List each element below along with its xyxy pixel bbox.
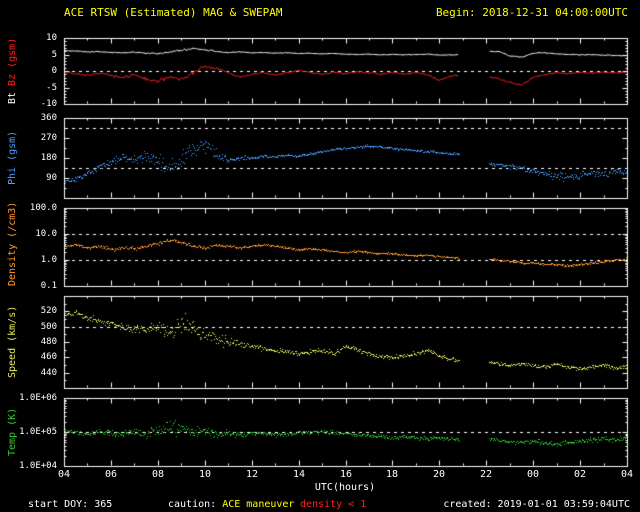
x-tick-label: 20 [432, 469, 446, 480]
y-tick-label: 480 [40, 337, 57, 347]
footer-start-doy: start DOY: 365 [28, 499, 113, 510]
y-tick-label: 1.0E+04 [19, 461, 57, 471]
y-tick-label: 270 [40, 133, 57, 143]
ylabel-density: Density (/cm3) [7, 202, 19, 286]
x-tick-label: 06 [104, 469, 118, 480]
x-tick-label: 04 [57, 469, 71, 480]
y-tick-label: 520 [40, 306, 57, 316]
footer-created: created: 2019-01-01 03:59:04UTC [443, 499, 630, 510]
y-tick-label: 5 [51, 50, 57, 60]
y-tick-label: 0 [51, 66, 57, 76]
footer-density-flag: density < 1 [300, 499, 367, 510]
y-tick-label: -5 [46, 83, 57, 93]
x-tick-label: 22 [479, 469, 493, 480]
y-tick-label: 100.0 [29, 203, 57, 213]
y-tick-label: -10 [40, 99, 57, 109]
y-tick-label: 460 [40, 352, 57, 362]
x-tick-label: 14 [292, 469, 306, 480]
y-tick-label: 1.0E+05 [19, 427, 57, 437]
x-tick-label: 16 [339, 469, 353, 480]
footer-caution-value: ACE maneuver [222, 499, 295, 510]
y-tick-label: 90 [46, 173, 57, 183]
y-tick-label: 1.0 [40, 255, 57, 265]
x-tick-label: 12 [245, 469, 259, 480]
footer-caution: caution: ACE maneuver [168, 499, 294, 511]
y-tick-label: 180 [40, 153, 57, 163]
ylabel-part: (K) [7, 407, 18, 426]
y-tick-label: 10 [46, 33, 57, 43]
x-tick-label: 10 [198, 469, 212, 480]
x-tick-label: 02 [573, 469, 587, 480]
x-tick-label: 18 [385, 469, 399, 480]
y-tick-label: 440 [40, 368, 57, 378]
x-axis-title: UTC(hours) [314, 482, 376, 493]
y-tick-label: 10.0 [35, 229, 57, 239]
y-tick-label: 1.0E+06 [19, 393, 57, 403]
begin-timestamp: Begin: 2018-12-31 04:00:00UTC [435, 6, 628, 19]
y-tick-label: 500 [40, 322, 57, 332]
y-tick-label: 360 [40, 113, 57, 123]
x-tick-label: 00 [526, 469, 540, 480]
footer-caution-label: caution: [168, 499, 217, 510]
x-tick-label: 08 [151, 469, 165, 480]
plot-title: ACE RTSW (Estimated) MAG & SWEPAM [64, 6, 283, 19]
x-tick-label: 04 [620, 469, 634, 480]
y-tick-label: 0.1 [40, 281, 57, 291]
